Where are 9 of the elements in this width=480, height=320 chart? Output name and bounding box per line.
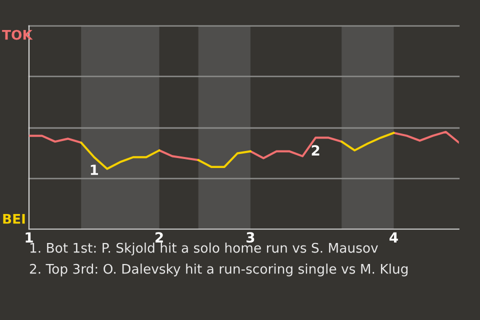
text: 2. Top 3rd: O. Dalevsky hit a run-scoring single vs M. Klug bbox=[30, 264, 408, 276]
x-tick-label: 2 bbox=[156, 232, 163, 242]
x-tick-label: 1 bbox=[26, 232, 33, 242]
annotation: 2 bbox=[312, 145, 320, 156]
text: BEI bbox=[3, 214, 25, 224]
x-tick-label: 3 bbox=[246, 232, 254, 243]
x-tick-label: 4 bbox=[390, 232, 398, 242]
text: 1. Bot 1st: P. Skjold hit a solo home run vs S. Mausov bbox=[30, 242, 378, 256]
annotation: 1 bbox=[90, 164, 98, 175]
